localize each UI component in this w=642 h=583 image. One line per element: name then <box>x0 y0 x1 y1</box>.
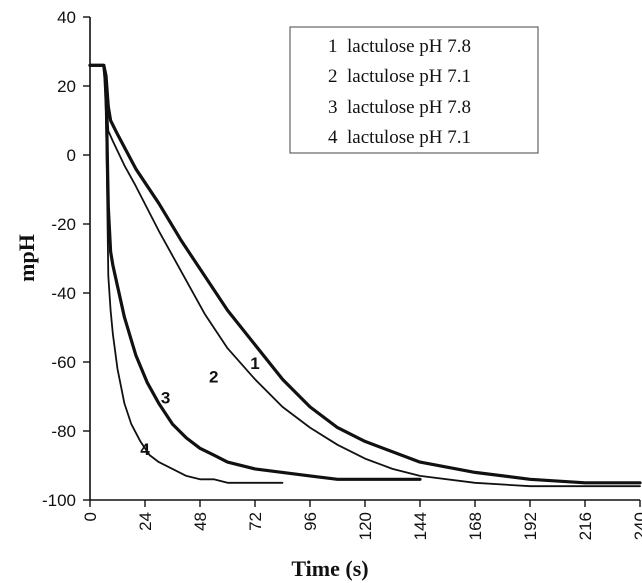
curve-label-2: 2 <box>209 368 218 387</box>
series-line-1 <box>88 63 642 485</box>
x-tick-label: 120 <box>356 512 375 540</box>
x-tick-label: 72 <box>246 512 265 531</box>
legend-entry-1: 1 lactulose pH 7.8 <box>328 36 471 57</box>
x-tick-label: 96 <box>301 512 320 531</box>
legend: 1 lactulose pH 7.8 2 lactulose pH 7.1 3 … <box>289 26 539 154</box>
x-ticks: 0 24 48 72 96 120 144 168 192 216 240 <box>81 500 642 540</box>
legend-entry-4: 4 lactulose pH 7.1 <box>328 127 471 148</box>
x-tick-label: 144 <box>411 512 430 540</box>
curve-label-1: 1 <box>250 354 259 373</box>
y-tick-label: 40 <box>57 8 76 27</box>
series-line-4 <box>89 64 284 484</box>
legend-entry-3: 3 lactulose pH 7.8 <box>328 97 471 118</box>
y-tick-label: 20 <box>57 77 76 96</box>
series-layer <box>88 63 642 488</box>
y-tick-label: 0 <box>67 146 76 165</box>
legend-box <box>289 26 539 154</box>
y-ticks: 40 20 0 -20 -40 -60 -80 -100 <box>42 8 90 510</box>
curve-label-4: 4 <box>140 440 150 459</box>
x-tick-label: 216 <box>576 512 595 540</box>
y-tick-label: -20 <box>51 215 76 234</box>
curve-labels: 1 2 3 4 <box>140 354 259 459</box>
x-tick-label: 0 <box>81 512 100 521</box>
y-axis-title: mpH <box>14 234 39 282</box>
x-tick-label: 24 <box>136 512 155 531</box>
y-tick-label: -80 <box>51 422 76 441</box>
x-tick-label: 240 <box>631 512 642 540</box>
y-tick-label: -100 <box>42 491 76 510</box>
y-tick-label: -60 <box>51 353 76 372</box>
x-tick-label: 48 <box>191 512 210 531</box>
series-line-2 <box>89 64 641 488</box>
x-axis-title: Time (s) <box>291 556 368 581</box>
curve-label-3: 3 <box>161 388 170 407</box>
legend-entry-2: 2 lactulose pH 7.1 <box>328 66 471 87</box>
x-tick-label: 168 <box>466 512 485 540</box>
x-tick-label: 192 <box>521 512 540 540</box>
series-line-3 <box>88 63 422 481</box>
y-tick-label: -40 <box>51 284 76 303</box>
